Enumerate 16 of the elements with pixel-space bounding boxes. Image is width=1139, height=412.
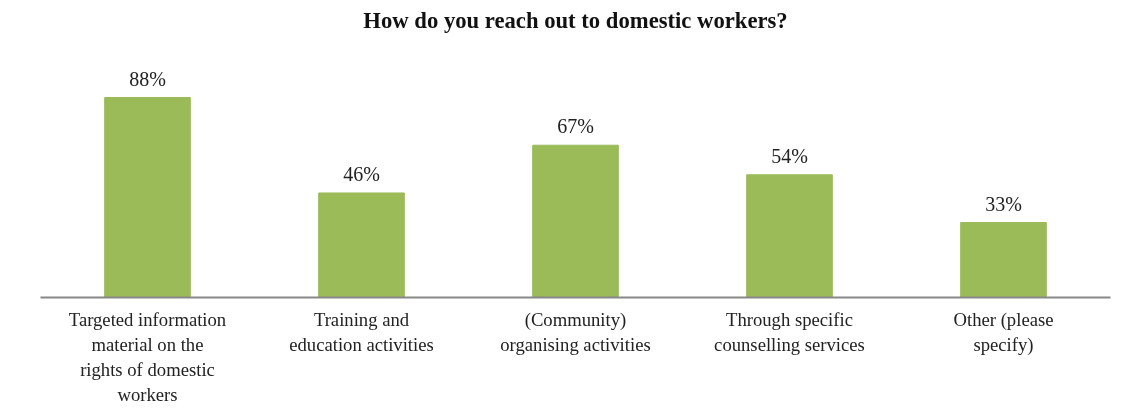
data-label: 67% xyxy=(557,115,594,138)
chart-title: How do you reach out to domestic workers? xyxy=(363,7,788,33)
bar xyxy=(104,97,191,298)
bar xyxy=(318,192,405,298)
data-label: 33% xyxy=(985,192,1022,215)
bar xyxy=(960,222,1047,298)
x-tick-label: (Community) organising activities xyxy=(500,308,651,355)
x-tick-label: Other (please specify) xyxy=(953,308,1054,356)
data-label: 88% xyxy=(129,67,166,90)
x-tick-label: Through specific counselling services xyxy=(714,308,865,355)
data-label: 46% xyxy=(343,162,380,185)
data-label: 54% xyxy=(771,144,808,167)
x-tick-label: Training and education activities xyxy=(289,308,434,355)
bar xyxy=(532,144,619,298)
x-tick-label: Targeted information material on the rights of domestic workers xyxy=(68,308,227,406)
bar xyxy=(746,174,833,298)
